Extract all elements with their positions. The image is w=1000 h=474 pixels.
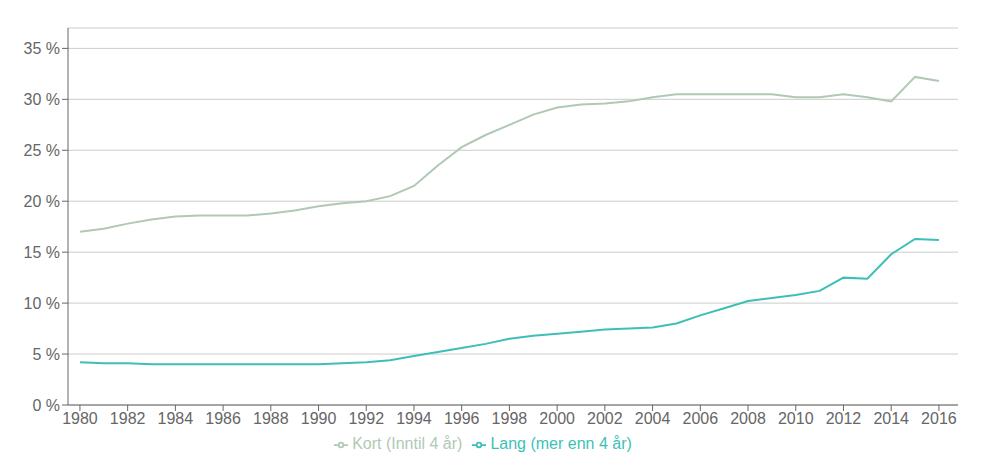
svg-text:1998: 1998 <box>492 410 528 427</box>
html-text:Kort (Inntil 4 år): Kort (Inntil 4 år) <box>352 435 463 452</box>
svg-text:2008: 2008 <box>730 410 766 427</box>
svg-text:2014: 2014 <box>873 410 909 427</box>
svg-text:1982: 1982 <box>110 410 146 427</box>
svg-text:2012: 2012 <box>826 410 862 427</box>
svg-text:20 %: 20 % <box>24 193 60 210</box>
svg-text:1994: 1994 <box>396 410 432 427</box>
svg-text:1992: 1992 <box>348 410 384 427</box>
svg-text:5 %: 5 % <box>32 346 60 363</box>
svg-text:2016: 2016 <box>921 410 957 427</box>
svg-text:0 %: 0 % <box>32 397 60 414</box>
svg-text:2010: 2010 <box>778 410 814 427</box>
svg-text:1980: 1980 <box>62 410 98 427</box>
svg-text:25 %: 25 % <box>24 142 60 159</box>
svg-text:1988: 1988 <box>253 410 289 427</box>
svg-text:2002: 2002 <box>587 410 623 427</box>
svg-text:15 %: 15 % <box>24 244 60 261</box>
html-text:Lang (mer enn 4 år): Lang (mer enn 4 år) <box>490 435 632 452</box>
svg-text:30 %: 30 % <box>24 91 60 108</box>
svg-text:2000: 2000 <box>539 410 575 427</box>
svg-text:1996: 1996 <box>444 410 480 427</box>
svg-text:2004: 2004 <box>635 410 671 427</box>
svg-text:1990: 1990 <box>301 410 337 427</box>
svg-text:2006: 2006 <box>683 410 719 427</box>
svg-text:35 %: 35 % <box>24 40 60 57</box>
svg-text:10 %: 10 % <box>24 295 60 312</box>
svg-text:1986: 1986 <box>205 410 241 427</box>
svg-text:1984: 1984 <box>158 410 194 427</box>
